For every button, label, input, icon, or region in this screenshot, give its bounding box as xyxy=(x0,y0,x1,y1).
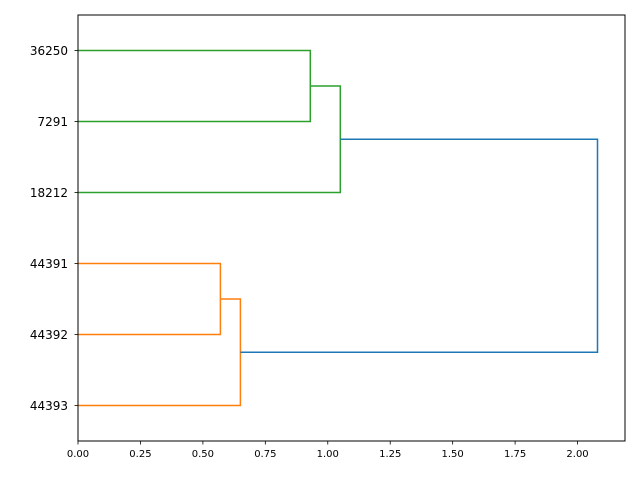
dendrogram-links xyxy=(78,49,599,407)
leaf-label: 36250 xyxy=(30,44,68,58)
x-tick-label: 1.25 xyxy=(379,449,401,460)
x-tick-label: 1.00 xyxy=(317,449,339,460)
dendrogram-link-3 xyxy=(78,298,242,407)
x-tick-label: 2.00 xyxy=(566,449,588,460)
dendrogram-link-0 xyxy=(78,49,312,123)
dendrogram-link-4 xyxy=(240,138,599,354)
dendrogram-link-2 xyxy=(78,262,222,336)
x-tick-label: 0.75 xyxy=(254,449,276,460)
x-tick-label: 1.50 xyxy=(442,449,464,460)
leaf-label: 44393 xyxy=(30,399,68,413)
plot-frame xyxy=(77,14,626,442)
leaf-label: 18212 xyxy=(30,186,68,200)
dendrogram-link-1 xyxy=(78,85,342,194)
x-tick-label: 0.00 xyxy=(67,449,89,460)
y-axis: 44393 44392 44391 18212 7291 36250 xyxy=(30,44,78,413)
leaf-label: 7291 xyxy=(37,115,68,129)
x-tick-label: 0.50 xyxy=(192,449,214,460)
leaf-label: 44391 xyxy=(30,257,68,271)
x-tick-label: 1.75 xyxy=(504,449,526,460)
x-tick-label: 0.25 xyxy=(129,449,151,460)
x-axis: 0.00 0.25 0.50 0.75 1.00 1.25 1.50 1.75 2.00 xyxy=(67,441,589,460)
leaf-label: 44392 xyxy=(30,328,68,342)
